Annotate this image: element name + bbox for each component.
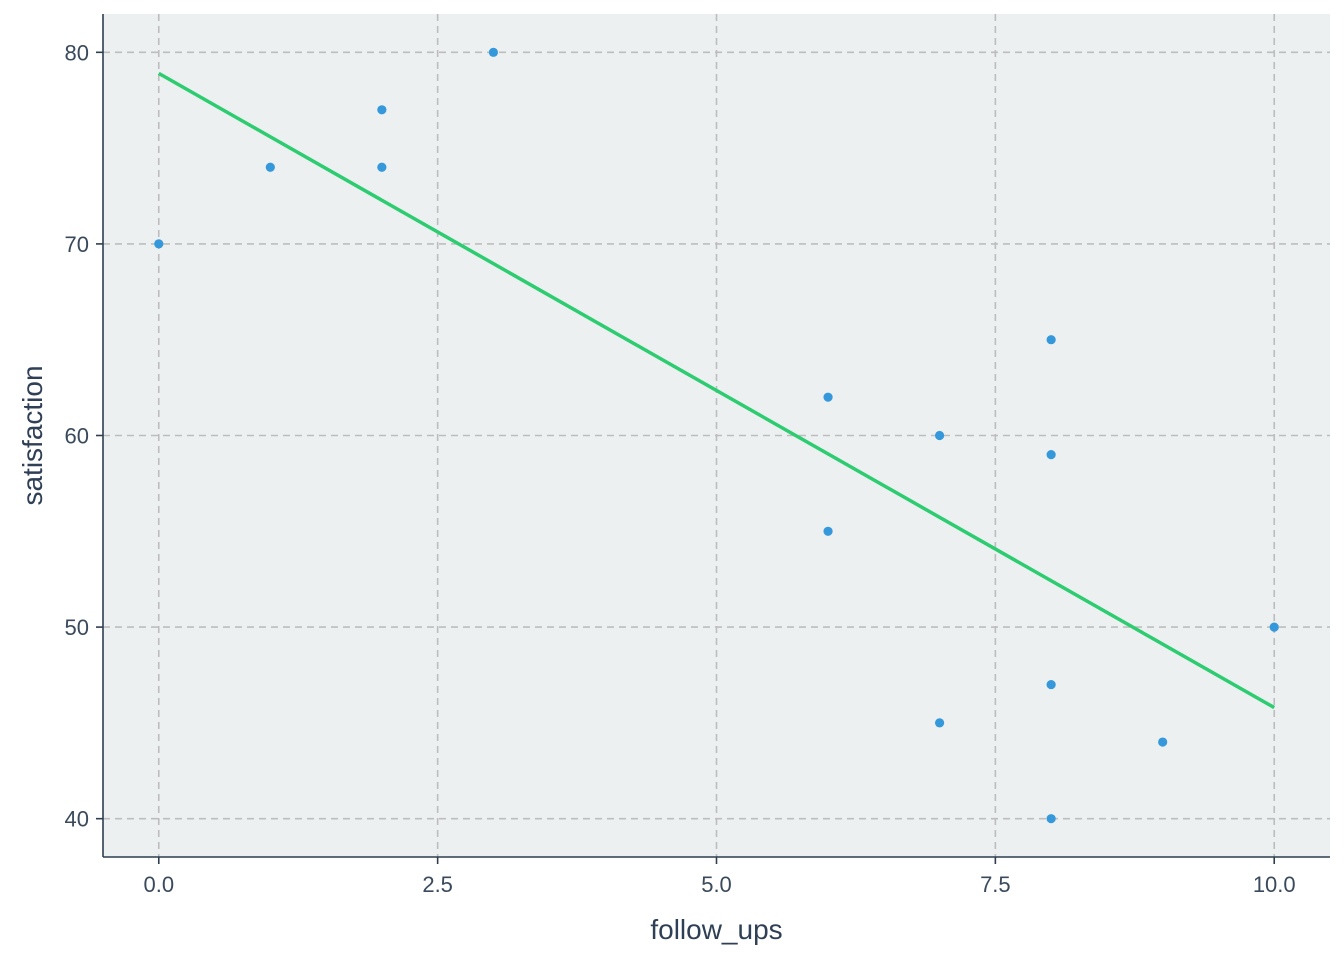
y-tick-label-1: 50	[65, 615, 89, 640]
trend-line-group	[157, 71, 1276, 710]
data-point-14	[1269, 622, 1279, 632]
data-point-1	[265, 162, 275, 172]
x-tick-label-2: 5.0	[701, 872, 732, 897]
x-tick-label-4: 10.0	[1253, 872, 1296, 897]
y-tick-label-3: 70	[65, 232, 89, 257]
data-point-2	[377, 105, 387, 115]
data-point-0	[154, 239, 164, 249]
x-tick-label-3: 7.5	[980, 872, 1011, 897]
data-point-5	[823, 392, 833, 402]
data-point-9	[1046, 335, 1056, 345]
data-point-8	[934, 718, 945, 728]
y-tick-label-4: 80	[65, 40, 89, 65]
y-axis-ticks: 40 50 60 70 80	[65, 40, 103, 832]
data-point-4	[488, 47, 499, 57]
x-axis-ticks: 0.0 2.5 5.0 7.5 10.0	[143, 857, 1296, 897]
data-points	[154, 47, 1279, 824]
x-axis-title: follow_ups	[650, 914, 782, 945]
data-point-13	[1158, 737, 1168, 747]
data-point-10	[1046, 450, 1056, 460]
y-axis-title: satisfaction	[17, 365, 48, 505]
trend-line	[157, 71, 1276, 710]
data-point-6	[823, 526, 833, 536]
data-point-3	[377, 162, 387, 172]
x-tick-label-1: 2.5	[422, 872, 453, 897]
y-tick-label-2: 60	[65, 424, 89, 449]
x-tick-label-0: 0.0	[143, 872, 174, 897]
data-point-12	[1046, 814, 1056, 824]
data-point-11	[1046, 679, 1056, 690]
data-point-7	[934, 430, 945, 441]
y-tick-label-0: 40	[65, 807, 89, 832]
grid-lines	[103, 14, 1330, 857]
